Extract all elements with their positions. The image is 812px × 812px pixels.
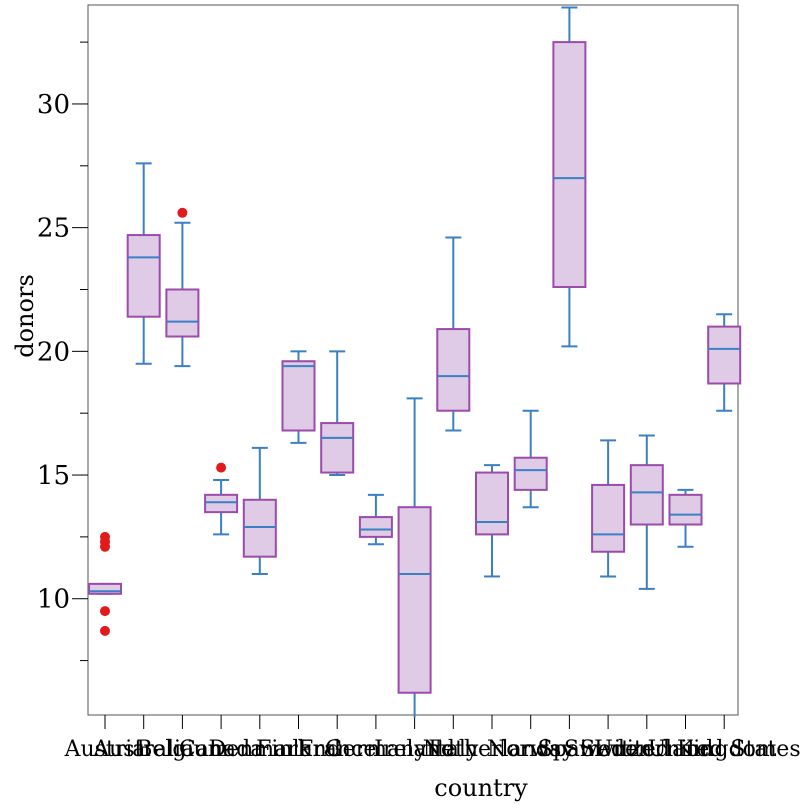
x-tick-label: Netherlands <box>423 737 562 762</box>
box-group <box>552 6 587 348</box>
box-group <box>475 464 509 578</box>
box <box>707 325 742 385</box>
x-tick-label: Finland <box>256 737 341 762</box>
box-group <box>707 313 742 412</box>
boxes <box>88 6 742 718</box>
box-group <box>358 493 393 546</box>
x-tick-label: Austria <box>64 737 146 762</box>
box <box>552 41 587 289</box>
box <box>475 471 509 536</box>
box-group <box>126 162 161 365</box>
box <box>629 464 664 526</box>
box-group <box>242 446 277 575</box>
outlier-point <box>216 462 227 473</box>
x-tick-label: Denmark <box>208 737 311 762</box>
y-axis: 10 15 20 25 30 <box>37 41 88 662</box>
box <box>668 493 703 526</box>
box <box>513 456 548 491</box>
box-group <box>668 488 703 548</box>
box-group <box>204 462 239 536</box>
box <box>358 516 393 538</box>
box-group <box>397 397 432 718</box>
box <box>204 493 239 514</box>
outlier-point <box>177 207 188 218</box>
x-tick-label: United States <box>648 737 801 762</box>
box-group <box>436 236 471 432</box>
x-tick-label: Belgium <box>136 737 229 762</box>
y-tick-label: 30 <box>37 90 70 120</box>
x-tick-label: Spain <box>538 737 601 762</box>
box <box>397 506 432 694</box>
x-tick-label: France <box>298 737 376 762</box>
outlier-point <box>100 606 110 617</box>
box-group <box>281 350 316 444</box>
box-group <box>629 434 664 590</box>
box <box>165 288 200 338</box>
box <box>320 422 355 474</box>
box <box>436 328 471 412</box>
box <box>281 360 316 432</box>
box-group <box>513 409 548 509</box>
box-group <box>591 439 626 578</box>
y-tick-label: 15 <box>37 461 70 491</box>
box <box>126 234 161 318</box>
box <box>242 498 277 558</box>
box <box>88 582 122 595</box>
y-tick-label: 25 <box>37 214 70 244</box>
box-group <box>320 350 355 477</box>
x-tick-label: Switzerland <box>580 737 713 762</box>
y-tick-label: 10 <box>37 585 70 615</box>
x-tick-label: Italy <box>428 737 479 762</box>
y-axis-title: donors <box>11 274 39 358</box>
x-axis-title: country <box>434 774 528 802</box>
x-tick-label: Germany <box>325 737 427 762</box>
box-group <box>88 531 122 636</box>
x-tick-label: Norway <box>487 737 575 762</box>
x-axis: AustriaAustraliaBelgiumCanadaDenmarkFinl… <box>64 715 801 762</box>
y-tick-label: 20 <box>37 337 70 367</box>
x-tick-label: Ireland <box>374 737 455 762</box>
outlier-point <box>100 625 110 636</box>
box <box>591 483 626 553</box>
outlier-point <box>100 531 110 542</box>
x-tick-label: United Kingdom <box>594 737 777 762</box>
x-tick-label: Sweden <box>564 737 652 762</box>
box-group <box>165 207 200 368</box>
x-tick-label: Canada <box>179 737 263 762</box>
x-tick-label: Australia <box>92 737 194 762</box>
